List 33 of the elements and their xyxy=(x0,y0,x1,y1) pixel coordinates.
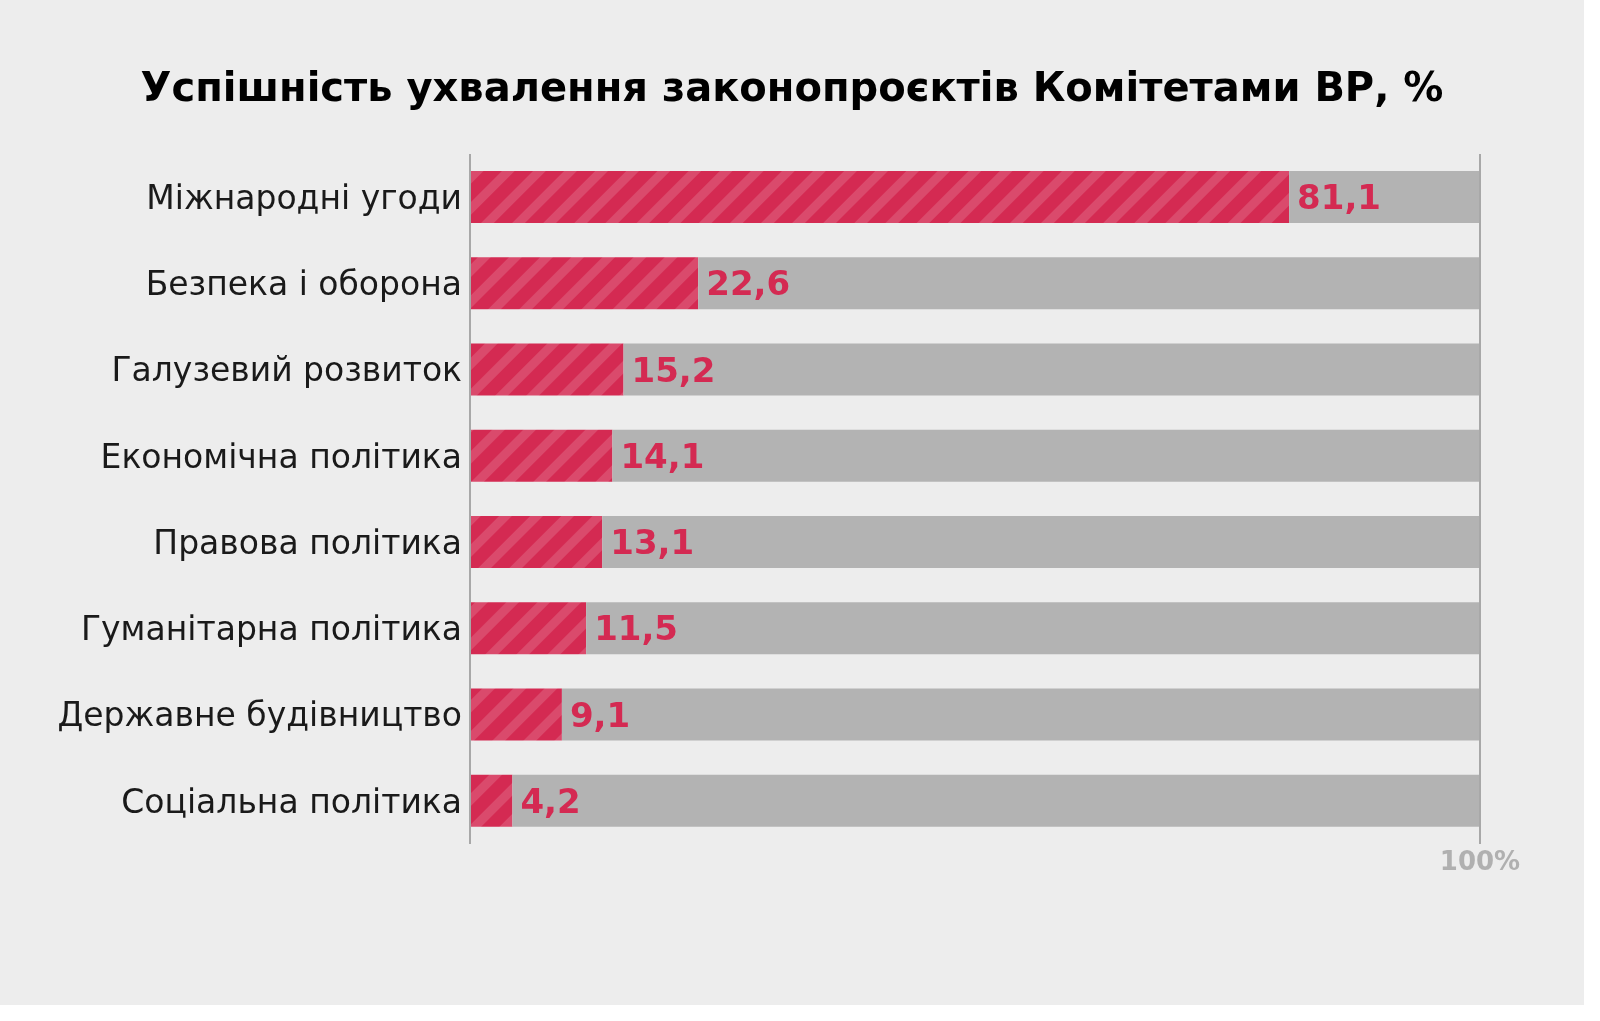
bar xyxy=(623,343,1480,396)
bar xyxy=(470,429,613,482)
bar xyxy=(470,774,513,827)
bar xyxy=(470,688,562,741)
y-tick-label: Державне будівництво xyxy=(57,695,462,735)
bar xyxy=(561,688,1480,741)
bar xyxy=(698,257,1480,310)
bar xyxy=(470,516,603,568)
bar xyxy=(512,774,1480,827)
bar xyxy=(470,171,1290,223)
data-label: 4,2 xyxy=(520,780,581,821)
bar xyxy=(612,429,1480,482)
chart-title: Успішність ухвалення законопроєктів Комітетами ВР, % xyxy=(139,63,1445,112)
data-label: 14,1 xyxy=(620,435,705,476)
data-label: 13,1 xyxy=(610,522,695,563)
y-tick-label: Економічна політика xyxy=(100,436,462,476)
y-tick-label: Соціальна політика xyxy=(121,781,462,821)
y-tick-label: Міжнародні угоди xyxy=(146,177,462,217)
bar xyxy=(602,516,1480,568)
bar xyxy=(470,257,699,310)
bar xyxy=(470,602,587,655)
bar xyxy=(470,343,624,396)
y-tick-label: Галузевий розвиток xyxy=(111,350,462,390)
data-label: 9,1 xyxy=(569,694,631,735)
data-label: 15,2 xyxy=(631,349,716,390)
y-tick-label: Правова політика xyxy=(153,522,462,562)
data-label: 22,6 xyxy=(706,263,791,304)
y-tick-label: Гуманітарна політика xyxy=(80,609,462,649)
data-label: 11,5 xyxy=(594,608,679,649)
x-tick-label: 100% xyxy=(1439,846,1521,877)
data-label: 81,1 xyxy=(1297,177,1381,218)
y-tick-label: Безпека і оборона xyxy=(145,264,462,304)
bar xyxy=(586,602,1480,655)
